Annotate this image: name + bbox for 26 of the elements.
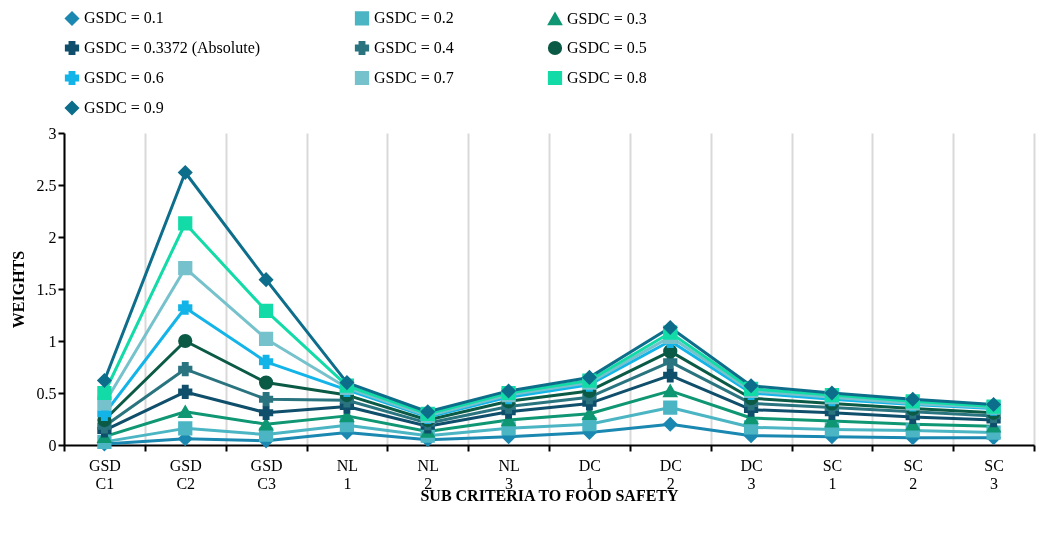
x-tick-label: GSD C3 — [250, 456, 283, 492]
legend-label: GSDC = 0.5 — [567, 39, 647, 56]
legend-label: GSDC = 0.8 — [567, 69, 647, 86]
x-tick-label: GSD C1 — [88, 456, 121, 492]
x-tick-label: SC 3 — [984, 456, 1004, 492]
y-tick-label: 2 — [48, 228, 57, 246]
x-tick-label: SC 2 — [903, 456, 924, 492]
legend-label: GSDC = 0.7 — [374, 69, 454, 86]
y-axis-title: WEIGHTS — [9, 250, 27, 329]
y-tick-label: 1.5 — [36, 280, 57, 298]
x-tick-label: NL 1 — [336, 456, 359, 492]
legend-label: GSDC = 0.6 — [84, 69, 164, 86]
legend-label: GSDC = 0.3372 (Absolute) — [84, 39, 261, 57]
legend-label: GSDC = 0.4 — [374, 39, 454, 56]
x-tick-label: DC 3 — [740, 456, 763, 492]
legend-label: GSDC = 0.9 — [84, 99, 164, 116]
y-tick-label: 0 — [48, 436, 57, 454]
legend-label: GSDC = 0.1 — [84, 9, 164, 27]
x-tick-label: GSD C2 — [169, 456, 202, 492]
legend-label: GSDC = 0.3 — [567, 9, 647, 27]
y-tick-label: 1 — [48, 332, 57, 350]
x-tick-label: SC 1 — [822, 456, 843, 492]
y-tick-label: 2.5 — [36, 176, 57, 194]
legend-label: GSDC = 0.2 — [374, 9, 454, 27]
y-tick-label: 0.5 — [36, 384, 57, 402]
y-tick-label: 3 — [48, 124, 57, 142]
